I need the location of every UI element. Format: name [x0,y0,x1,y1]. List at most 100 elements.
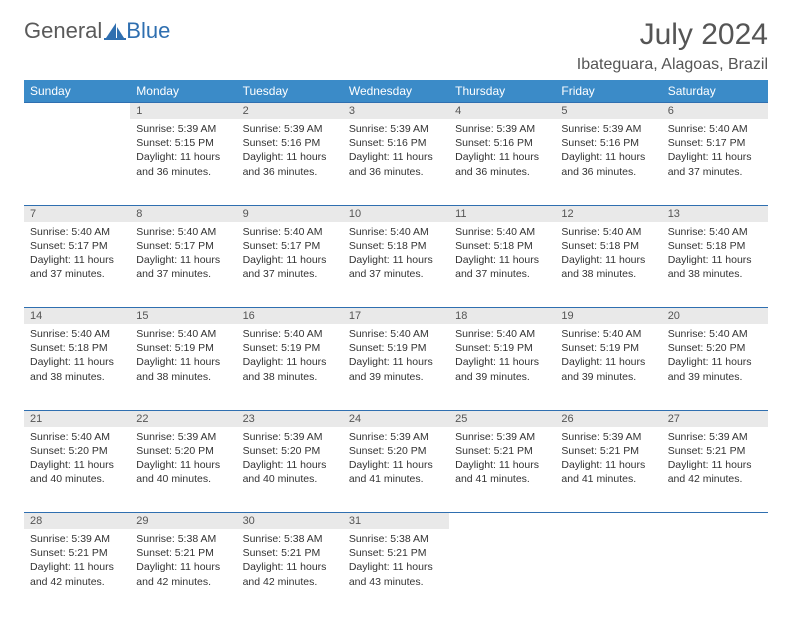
sunset-text: Sunset: 5:16 PM [243,136,337,150]
day-number-cell [662,513,768,530]
day-body-row: Sunrise: 5:40 AMSunset: 5:18 PMDaylight:… [24,324,768,410]
day-cell: Sunrise: 5:38 AMSunset: 5:21 PMDaylight:… [130,529,236,615]
sunrise-text: Sunrise: 5:39 AM [136,430,230,444]
sunset-text: Sunset: 5:21 PM [136,546,230,560]
weekday-header: Friday [555,80,661,103]
daylight-text: Daylight: 11 hours and 41 minutes. [349,458,443,486]
day-body-row: Sunrise: 5:39 AMSunset: 5:21 PMDaylight:… [24,529,768,615]
day-number-cell: 31 [343,513,449,530]
sunrise-text: Sunrise: 5:39 AM [243,122,337,136]
sunset-text: Sunset: 5:17 PM [136,239,230,253]
day-cell: Sunrise: 5:39 AMSunset: 5:16 PMDaylight:… [237,119,343,205]
sunset-text: Sunset: 5:17 PM [30,239,124,253]
day-number-cell: 30 [237,513,343,530]
weekday-header: Tuesday [237,80,343,103]
location-text: Ibateguara, Alagoas, Brazil [577,56,768,74]
daylight-text: Daylight: 11 hours and 40 minutes. [243,458,337,486]
sunset-text: Sunset: 5:20 PM [136,444,230,458]
day-cell: Sunrise: 5:40 AMSunset: 5:19 PMDaylight:… [343,324,449,410]
sunset-text: Sunset: 5:17 PM [243,239,337,253]
sunset-text: Sunset: 5:21 PM [30,546,124,560]
sunset-text: Sunset: 5:21 PM [349,546,443,560]
sunset-text: Sunset: 5:18 PM [455,239,549,253]
sunrise-text: Sunrise: 5:39 AM [561,122,655,136]
sunset-text: Sunset: 5:18 PM [349,239,443,253]
day-cell: Sunrise: 5:40 AMSunset: 5:18 PMDaylight:… [662,222,768,308]
daylight-text: Daylight: 11 hours and 40 minutes. [136,458,230,486]
sunset-text: Sunset: 5:21 PM [243,546,337,560]
sunset-text: Sunset: 5:19 PM [349,341,443,355]
day-body-row: Sunrise: 5:39 AMSunset: 5:15 PMDaylight:… [24,119,768,205]
day-number-cell: 6 [662,103,768,120]
sunset-text: Sunset: 5:18 PM [30,341,124,355]
day-number-cell: 18 [449,308,555,325]
calendar-table: Sunday Monday Tuesday Wednesday Thursday… [24,80,768,615]
daylight-text: Daylight: 11 hours and 36 minutes. [136,150,230,178]
day-number-cell: 2 [237,103,343,120]
page-header: General Blue July 2024 Ibateguara, Alago… [24,18,768,74]
sunrise-text: Sunrise: 5:38 AM [136,532,230,546]
sunset-text: Sunset: 5:15 PM [136,136,230,150]
day-cell: Sunrise: 5:39 AMSunset: 5:21 PMDaylight:… [449,427,555,513]
day-cell: Sunrise: 5:40 AMSunset: 5:17 PMDaylight:… [662,119,768,205]
sunrise-text: Sunrise: 5:40 AM [30,327,124,341]
day-cell: Sunrise: 5:40 AMSunset: 5:17 PMDaylight:… [24,222,130,308]
day-number-cell: 10 [343,205,449,222]
daylight-text: Daylight: 11 hours and 43 minutes. [349,560,443,588]
day-cell: Sunrise: 5:39 AMSunset: 5:16 PMDaylight:… [555,119,661,205]
daylight-text: Daylight: 11 hours and 36 minutes. [349,150,443,178]
brand-logo: General Blue [24,18,170,44]
sunrise-text: Sunrise: 5:38 AM [349,532,443,546]
daylight-text: Daylight: 11 hours and 37 minutes. [30,253,124,281]
sunrise-text: Sunrise: 5:40 AM [349,327,443,341]
sunset-text: Sunset: 5:20 PM [668,341,762,355]
day-cell: Sunrise: 5:39 AMSunset: 5:16 PMDaylight:… [449,119,555,205]
day-cell: Sunrise: 5:40 AMSunset: 5:18 PMDaylight:… [449,222,555,308]
day-cell: Sunrise: 5:40 AMSunset: 5:17 PMDaylight:… [130,222,236,308]
sunset-text: Sunset: 5:16 PM [561,136,655,150]
sunset-text: Sunset: 5:17 PM [668,136,762,150]
day-number-cell: 16 [237,308,343,325]
day-cell: Sunrise: 5:40 AMSunset: 5:17 PMDaylight:… [237,222,343,308]
sunset-text: Sunset: 5:16 PM [349,136,443,150]
daylight-text: Daylight: 11 hours and 38 minutes. [243,355,337,383]
sunrise-text: Sunrise: 5:40 AM [349,225,443,239]
weekday-header: Monday [130,80,236,103]
day-number-cell: 15 [130,308,236,325]
daylight-text: Daylight: 11 hours and 39 minutes. [668,355,762,383]
daylight-text: Daylight: 11 hours and 38 minutes. [136,355,230,383]
day-cell [555,529,661,615]
day-number-cell: 25 [449,410,555,427]
day-cell: Sunrise: 5:39 AMSunset: 5:21 PMDaylight:… [24,529,130,615]
day-number-cell: 5 [555,103,661,120]
weekday-header: Thursday [449,80,555,103]
day-number-cell: 20 [662,308,768,325]
day-cell: Sunrise: 5:40 AMSunset: 5:19 PMDaylight:… [449,324,555,410]
daylight-text: Daylight: 11 hours and 37 minutes. [349,253,443,281]
daylight-text: Daylight: 11 hours and 38 minutes. [30,355,124,383]
day-number-cell [449,513,555,530]
daylight-text: Daylight: 11 hours and 42 minutes. [243,560,337,588]
sunset-text: Sunset: 5:20 PM [243,444,337,458]
day-number-cell: 11 [449,205,555,222]
day-cell: Sunrise: 5:40 AMSunset: 5:20 PMDaylight:… [24,427,130,513]
daylight-text: Daylight: 11 hours and 42 minutes. [136,560,230,588]
daynum-row: 78910111213 [24,205,768,222]
sunrise-text: Sunrise: 5:40 AM [561,327,655,341]
day-number-cell: 24 [343,410,449,427]
calendar-page: General Blue July 2024 Ibateguara, Alago… [0,0,792,633]
sunrise-text: Sunrise: 5:39 AM [136,122,230,136]
daynum-row: 21222324252627 [24,410,768,427]
daylight-text: Daylight: 11 hours and 41 minutes. [561,458,655,486]
day-cell: Sunrise: 5:39 AMSunset: 5:21 PMDaylight:… [662,427,768,513]
day-number-cell: 12 [555,205,661,222]
sunset-text: Sunset: 5:19 PM [561,341,655,355]
sunrise-text: Sunrise: 5:40 AM [668,225,762,239]
sunset-text: Sunset: 5:16 PM [455,136,549,150]
daynum-row: 28293031 [24,513,768,530]
day-cell: Sunrise: 5:39 AMSunset: 5:20 PMDaylight:… [343,427,449,513]
daylight-text: Daylight: 11 hours and 42 minutes. [668,458,762,486]
day-number-cell: 3 [343,103,449,120]
sunset-text: Sunset: 5:19 PM [455,341,549,355]
day-number-cell: 29 [130,513,236,530]
